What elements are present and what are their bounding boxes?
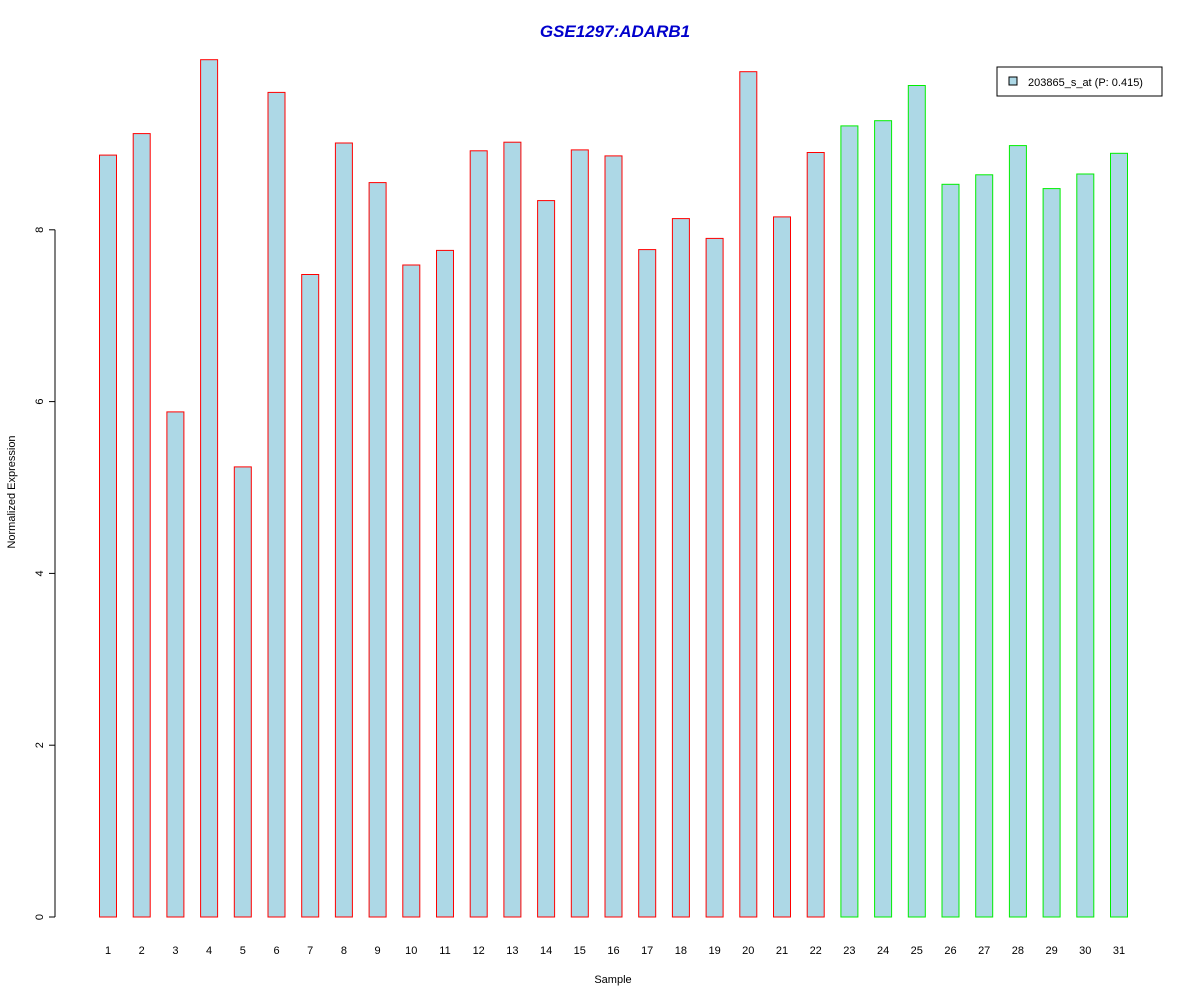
bar-sample-5 [233,466,252,918]
x-tick-label: 11 [439,945,450,957]
bar-sample-7 [301,274,320,918]
x-axis-labels: 1 2 3 4 5 6 7 8 9 10 11 12 13 14 15 16 17 18 19 20 21 22 23 24 2… [105,945,1125,957]
bar-sample-26 [941,183,960,918]
x-tick-label: 7 [307,945,313,957]
x-tick-label: 12 [473,945,485,957]
bar-sample-8 [334,142,353,918]
bar-sample-4 [200,59,219,918]
y-tick-label: 0 [34,914,46,920]
bar-sample-23 [840,125,859,918]
x-tick-label: 17 [641,945,653,957]
bar-sample-29 [1042,188,1061,918]
bar-sample-9 [368,182,387,918]
x-tick-label: 19 [708,945,720,957]
y-axis: 0 2 4 6 8 [34,227,56,920]
x-tick-label: 28 [1012,945,1024,957]
bar-sample-31 [1110,152,1128,918]
x-tick-label: 18 [675,945,687,957]
legend-label: 203865_s_at (P: 0.415) [1028,77,1143,89]
bars-layer [99,59,1128,918]
x-tick-label: 25 [911,945,923,957]
x-tick-label: 23 [843,945,855,957]
bar-sample-11 [436,249,454,918]
x-tick-label: 29 [1045,945,1057,957]
x-tick-label: 27 [978,945,990,957]
y-tick-label: 6 [34,399,46,405]
bar-sample-16 [604,155,623,918]
y-axis-label: Normalized Expression [6,435,18,548]
x-tick-label: 13 [506,945,518,957]
x-tick-label: 15 [574,945,586,957]
chart-title: GSE1297:ADARB1 [540,22,690,41]
x-tick-label: 10 [405,945,417,957]
y-tick-label: 8 [34,227,46,233]
x-tick-label: 31 [1113,945,1125,957]
bar-sample-25 [907,85,926,918]
bar-sample-21 [773,216,791,918]
legend: 203865_s_at (P: 0.415) [996,66,1163,97]
x-tick-label: 2 [139,945,145,957]
y-tick-label: 4 [34,570,46,576]
bar-sample-12 [469,150,488,918]
x-tick-label: 1 [105,945,111,957]
bar-sample-1 [99,154,117,918]
bar-sample-6 [267,91,286,918]
bar-sample-28 [1008,145,1027,918]
bar-sample-27 [975,174,994,918]
bar-sample-15 [570,149,589,918]
x-tick-label: 20 [742,945,754,957]
x-tick-label: 16 [607,945,619,957]
x-tick-label: 24 [877,945,889,957]
bar-sample-22 [806,152,825,918]
bar-sample-10 [402,264,421,918]
x-tick-label: 14 [540,945,552,957]
x-tick-label: 26 [944,945,956,957]
bar-sample-14 [537,200,556,918]
y-tick-label: 2 [34,742,46,748]
x-tick-label: 22 [810,945,822,957]
x-tick-label: 9 [375,945,381,957]
bar-sample-30 [1076,173,1095,918]
bar-sample-18 [671,218,690,918]
x-tick-label: 3 [172,945,178,957]
x-tick-label: 21 [776,945,788,957]
x-tick-label: 8 [341,945,347,957]
x-tick-label: 4 [206,945,212,957]
bar-sample-13 [503,141,522,918]
bar-sample-17 [638,249,657,918]
bar-sample-2 [132,133,151,918]
bar-sample-3 [166,411,185,918]
x-tick-label: 6 [273,945,279,957]
legend-box [996,66,1163,97]
x-tick-label: 30 [1079,945,1091,957]
bar-sample-20 [739,71,758,918]
x-tick-label: 5 [240,945,246,957]
bar-sample-19 [705,237,724,918]
x-axis-label: Sample [594,974,631,986]
legend-swatch [1008,76,1018,86]
bar-sample-24 [874,120,893,918]
